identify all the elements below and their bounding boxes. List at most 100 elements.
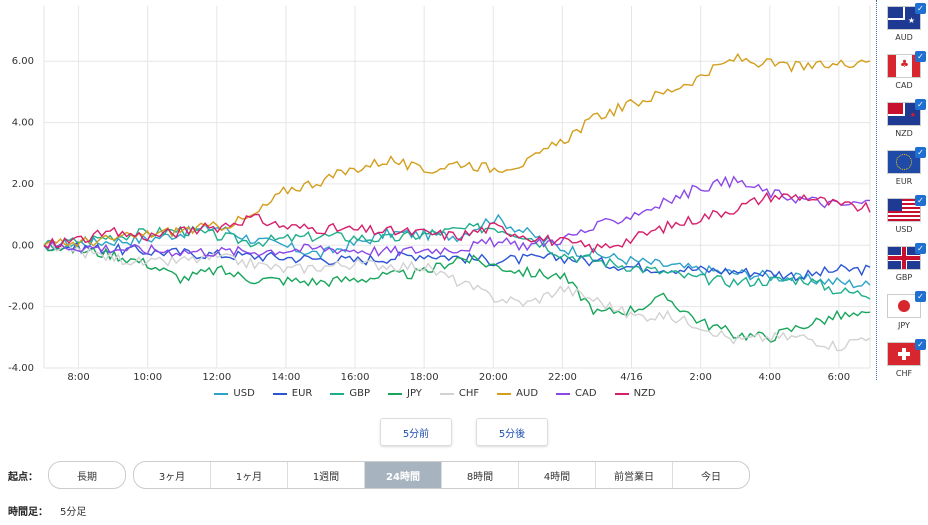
x-tick-label: 18:00 bbox=[410, 372, 439, 380]
uk-flag-icon bbox=[887, 246, 921, 270]
australia-flag-icon: ★ bbox=[887, 6, 921, 30]
y-axis-ticks: 6.00 4.00 2.00 0.00 -2.00 -4.00 bbox=[8, 56, 34, 374]
next-5min-button[interactable]: 5分後 bbox=[476, 418, 548, 446]
start-option[interactable]: 4時間 bbox=[519, 462, 596, 488]
y-tick-label: -4.00 bbox=[8, 363, 34, 374]
series-lines bbox=[43, 52, 871, 352]
legend-label: JPY bbox=[407, 388, 422, 399]
swiss-flag-icon bbox=[887, 342, 921, 366]
legend-item-eur[interactable]: EUR bbox=[272, 388, 313, 399]
start-option[interactable]: 3ヶ月 bbox=[134, 462, 211, 488]
checkbox-checked-icon[interactable]: ✓ bbox=[915, 243, 926, 254]
start-option[interactable]: 8時間 bbox=[442, 462, 519, 488]
long-term-button[interactable]: 長期 bbox=[48, 461, 126, 489]
checkbox-checked-icon[interactable]: ✓ bbox=[915, 99, 926, 110]
line-chart: 6.00 4.00 2.00 0.00 -2.00 -4.00 8:00 10:00 12:0… bbox=[8, 6, 871, 380]
x-axis-ticks: 8:00 10:00 12:00 14:00 16:00 18:00 20:00 22:00 4… bbox=[67, 372, 850, 380]
checkbox-checked-icon[interactable]: ✓ bbox=[915, 3, 926, 14]
legend-item-cad[interactable]: CAD bbox=[556, 388, 597, 399]
japan-flag-icon bbox=[887, 294, 921, 318]
legend-swatch bbox=[556, 392, 571, 395]
checkbox-checked-icon[interactable]: ✓ bbox=[915, 339, 926, 350]
legend-label: AUD bbox=[516, 388, 539, 399]
x-tick-label: 12:00 bbox=[202, 372, 231, 380]
chart-grid bbox=[43, 6, 871, 369]
legend-label: GBP bbox=[349, 388, 371, 399]
legend-item-gbp[interactable]: GBP bbox=[330, 388, 370, 399]
interval-value: 5分足 bbox=[60, 507, 87, 518]
interval-label: 時間足： bbox=[8, 507, 48, 518]
legend-label: USD bbox=[233, 388, 255, 399]
x-tick-label: 6:00 bbox=[828, 372, 850, 380]
legend-swatch bbox=[388, 392, 403, 395]
x-tick-label: 8:00 bbox=[67, 372, 89, 380]
x-tick-label: 4:00 bbox=[759, 372, 781, 380]
series-line-nzd bbox=[43, 191, 871, 254]
start-period-selector: 3ヶ月 1ヶ月 1週間 24時間 8時間 4時間 前営業日 今日 bbox=[133, 461, 750, 489]
y-tick-label: 6.00 bbox=[12, 56, 34, 67]
flag-label: CAD bbox=[895, 81, 913, 90]
x-tick-label: 14:00 bbox=[272, 372, 301, 380]
flag-toggle-usd[interactable]: ✓ USD bbox=[886, 195, 926, 234]
legend-item-chf[interactable]: CHF bbox=[439, 388, 480, 399]
checkbox-checked-icon[interactable]: ✓ bbox=[915, 291, 926, 302]
flag-label: NZD bbox=[895, 129, 913, 138]
flag-toggle-nzd[interactable]: ★ ✓ NZD bbox=[886, 99, 926, 138]
start-option[interactable]: 今日 bbox=[701, 471, 721, 483]
checkbox-checked-icon[interactable]: ✓ bbox=[915, 147, 926, 158]
x-tick-label: 4/16 bbox=[620, 372, 642, 380]
start-label: 起点： bbox=[8, 472, 38, 483]
start-option[interactable]: 1週間 bbox=[288, 462, 365, 488]
series-line-gbp bbox=[43, 222, 871, 300]
x-tick-label: 16:00 bbox=[341, 372, 370, 380]
x-tick-label: 20:00 bbox=[479, 372, 508, 380]
eu-flag-icon bbox=[887, 150, 921, 174]
legend-item-aud[interactable]: AUD bbox=[497, 388, 538, 399]
flag-label: JPY bbox=[898, 321, 910, 330]
flag-toggle-aud[interactable]: ★ ✓ AUD bbox=[886, 3, 926, 42]
legend-label: CAD bbox=[575, 388, 597, 399]
legend-label: EUR bbox=[291, 388, 313, 399]
flag-label: CHF bbox=[895, 369, 913, 378]
chart-legend: USD EUR GBP JPY CHF AUD CAD NZD bbox=[0, 388, 870, 399]
y-tick-label: 2.00 bbox=[12, 179, 34, 190]
start-option[interactable]: 24時間 bbox=[365, 462, 442, 488]
canada-flag-icon: ♣ bbox=[887, 54, 921, 78]
legend-item-nzd[interactable]: NZD bbox=[614, 388, 656, 399]
legend-item-usd[interactable]: USD bbox=[214, 388, 255, 399]
legend-swatch bbox=[497, 392, 512, 395]
flag-toggle-cad[interactable]: ♣ ✓ CAD bbox=[886, 51, 926, 90]
flag-label: AUD bbox=[895, 33, 913, 42]
x-tick-label: 10:00 bbox=[133, 372, 162, 380]
prev-5min-button[interactable]: 5分前 bbox=[380, 418, 452, 446]
series-line-eur bbox=[43, 240, 871, 282]
series-line-chf bbox=[43, 242, 871, 352]
legend-swatch bbox=[214, 392, 229, 395]
y-tick-label: 4.00 bbox=[12, 118, 34, 129]
flag-label: EUR bbox=[895, 177, 913, 186]
start-option[interactable]: 前営業日 bbox=[596, 462, 673, 488]
legend-swatch bbox=[272, 392, 287, 395]
series-line-cad bbox=[43, 175, 870, 257]
start-option[interactable]: 1ヶ月 bbox=[211, 462, 288, 488]
x-tick-label: 22:00 bbox=[548, 372, 577, 380]
y-tick-label: -2.00 bbox=[8, 302, 34, 313]
flag-toggle-chf[interactable]: ✓ CHF bbox=[886, 339, 926, 378]
series-line-jpy bbox=[43, 242, 871, 343]
y-tick-label: 0.00 bbox=[12, 240, 34, 251]
checkbox-checked-icon[interactable]: ✓ bbox=[915, 195, 926, 206]
us-flag-icon bbox=[887, 198, 921, 222]
series-line-aud bbox=[43, 52, 871, 248]
currency-flag-panel: ★ ✓ AUD ♣ ✓ CAD ★ ✓ NZD ✓ EUR ✓ USD ✓ GBP ✓ JPY ✓ CHF bbox=[876, 0, 928, 380]
flag-label: USD bbox=[895, 225, 913, 234]
legend-item-jpy[interactable]: JPY bbox=[388, 388, 422, 399]
legend-swatch bbox=[614, 392, 629, 395]
flag-toggle-eur[interactable]: ✓ EUR bbox=[886, 147, 926, 186]
legend-swatch bbox=[439, 392, 454, 395]
legend-label: CHF bbox=[458, 388, 480, 399]
x-tick-label: 2:00 bbox=[689, 372, 711, 380]
flag-toggle-jpy[interactable]: ✓ JPY bbox=[886, 291, 926, 330]
checkbox-checked-icon[interactable]: ✓ bbox=[915, 51, 926, 62]
flag-toggle-gbp[interactable]: ✓ GBP bbox=[886, 243, 926, 282]
new-zealand-flag-icon: ★ bbox=[887, 102, 921, 126]
